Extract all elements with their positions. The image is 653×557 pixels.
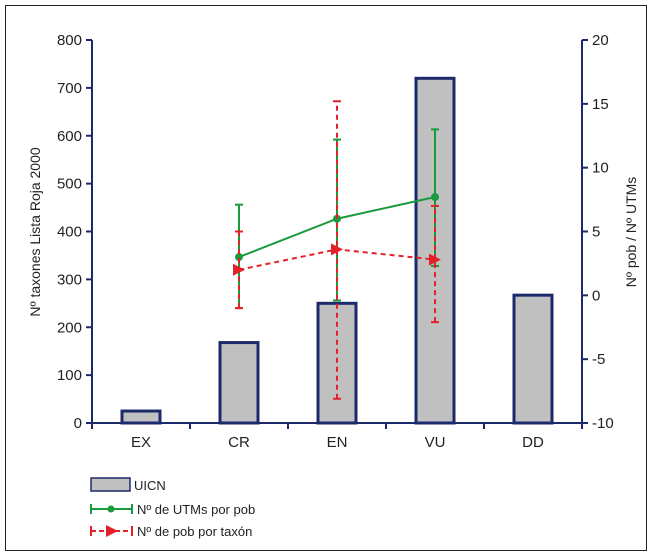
x-tick-label-cr: CR xyxy=(228,434,250,451)
y-left-tick-label: 700 xyxy=(57,80,82,97)
y-left-tick-label: 800 xyxy=(57,32,82,49)
y-right-tick-label: -10 xyxy=(592,415,614,432)
y-left-tick-label: 0 xyxy=(74,415,82,432)
errorbar-pob-vu xyxy=(431,204,439,324)
point-utms-vu xyxy=(431,193,439,202)
x-tick-label-vu: VU xyxy=(425,434,446,451)
point-pob-vu xyxy=(429,253,441,266)
x-tick-label-dd: DD xyxy=(522,434,544,451)
y-left-tick-label: 200 xyxy=(57,319,82,336)
bar-en xyxy=(316,301,358,425)
y-right-tick-label: 20 xyxy=(592,32,609,49)
x-tick-label-ex: EX xyxy=(131,434,151,451)
legend-label-pob: Nº de pob por taxón xyxy=(137,524,252,539)
chart-frame xyxy=(5,5,647,551)
y-left-tick-label: 300 xyxy=(57,271,82,288)
y-left-tick-label: 600 xyxy=(57,128,82,145)
point-utms-cr xyxy=(235,253,243,262)
y-axis-left-label: Nº taxones Lista Roja 2000 xyxy=(27,147,43,317)
legend-label-uicn: UICN xyxy=(134,478,166,493)
y-right-tick-label: 0 xyxy=(592,287,600,304)
legend-swatch-uicn xyxy=(90,477,131,492)
legend-swatch-utms xyxy=(90,504,133,514)
y-left-tick-label: 400 xyxy=(57,224,82,241)
bar-dd xyxy=(512,293,554,425)
bar-cr xyxy=(218,341,260,425)
legend-swatch-pob xyxy=(90,525,133,537)
point-pob-en xyxy=(331,243,343,256)
y-right-tick-label: 15 xyxy=(592,96,609,113)
point-pob-cr xyxy=(233,263,245,276)
y-axis-right-label: Nº pob / Nº UTMs xyxy=(623,177,639,288)
y-right-tick-label: -5 xyxy=(592,351,605,368)
y-left-tick-label: 100 xyxy=(57,367,82,384)
y-left-tick-label: 500 xyxy=(57,176,82,193)
x-tick-label-en: EN xyxy=(327,434,348,451)
legend: UICN Nº de UTMs por pob Nº de pob por ta… xyxy=(90,477,255,539)
y-right-tick-label: 10 xyxy=(592,160,609,177)
bar-ex xyxy=(120,409,162,425)
y-right-tick-label: 5 xyxy=(592,224,600,241)
legend-label-utms: Nº de UTMs por pob xyxy=(137,502,255,517)
